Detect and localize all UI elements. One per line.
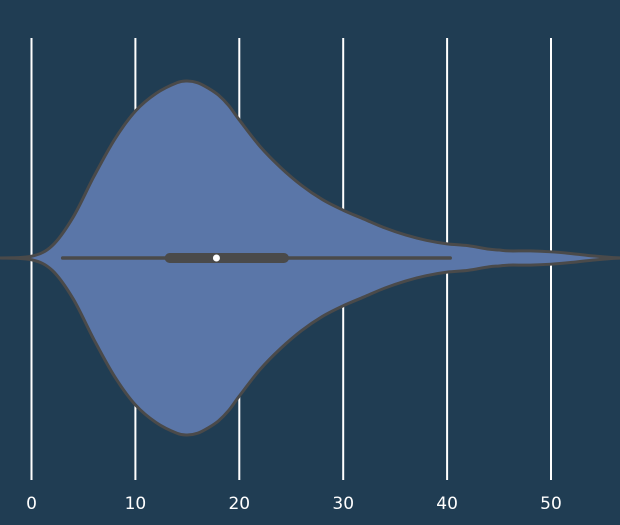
x-tick-label-40: 40 bbox=[436, 494, 458, 514]
boxplot-group bbox=[60, 253, 452, 263]
x-tick-label-10: 10 bbox=[125, 494, 147, 514]
x-tick-label-20: 20 bbox=[228, 494, 250, 514]
x-tick-label-50: 50 bbox=[540, 494, 562, 514]
x-axis-ticks: 0 10 20 30 40 50 bbox=[26, 494, 562, 514]
median-marker bbox=[212, 254, 220, 262]
x-tick-label-30: 30 bbox=[332, 494, 354, 514]
x-tick-label-0: 0 bbox=[26, 494, 37, 514]
